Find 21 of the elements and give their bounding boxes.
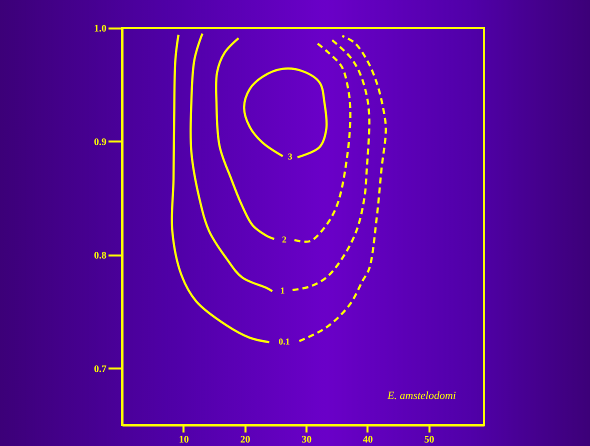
x-tick-label: 30 — [302, 434, 312, 446]
line-series — [298, 34, 387, 342]
y-tick-label: 0.8 — [94, 250, 106, 262]
y-tick-label: 1.0 — [94, 24, 106, 34]
line-series — [170, 34, 270, 344]
x-tick-label: 20 — [240, 434, 250, 446]
x-tick-label: 10 — [178, 434, 189, 446]
x-tick-label: 40 — [362, 434, 373, 446]
line-series — [293, 42, 352, 243]
annotation: E. amstelodomi — [386, 390, 456, 402]
series-label: 3 — [288, 152, 293, 162]
series-label: 1 — [280, 286, 286, 296]
x-tick-label: 50 — [424, 434, 434, 446]
y-tick-label: 0.9 — [94, 136, 106, 148]
series-label: 2 — [282, 234, 288, 245]
series-label: 0.1 — [278, 336, 290, 347]
line-series — [189, 32, 274, 292]
line-series — [214, 37, 276, 240]
line-series — [243, 67, 328, 158]
line-series — [291, 38, 370, 292]
y-tick-label: 0.7 — [94, 364, 106, 375]
